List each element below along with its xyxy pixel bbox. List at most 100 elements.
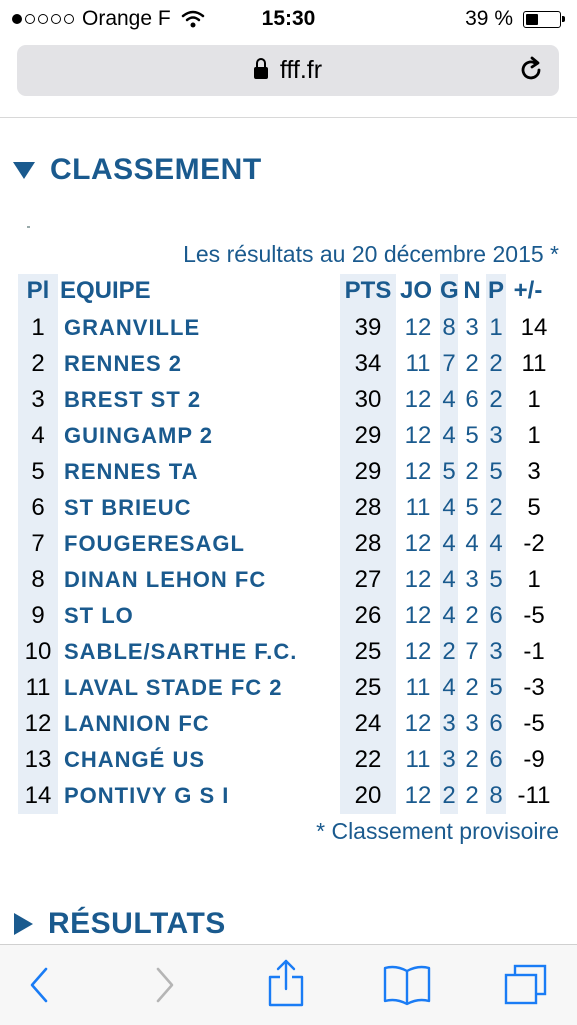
cell-team[interactable]: ST BRIEUC [64, 495, 192, 520]
header-n: N [463, 277, 481, 304]
battery-icon [523, 10, 565, 28]
cell-pts: 24 [354, 710, 382, 737]
cell-jo: 12 [404, 386, 432, 413]
table-header: Pl EQUIPE PTS JO G N P +/- [0, 272, 577, 308]
provisional-footnote: * Classement provisoire [316, 818, 559, 844]
cell-diff: -1 [523, 638, 545, 665]
cell-n: 2 [465, 458, 479, 485]
cell-jo: 11 [405, 746, 431, 773]
cell-g: 2 [442, 782, 456, 809]
cell-pl: 6 [31, 494, 45, 521]
cell-g: 5 [442, 458, 456, 485]
cell-p: 2 [489, 350, 503, 377]
cell-n: 7 [465, 638, 479, 665]
cell-g: 4 [442, 602, 456, 629]
cell-n: 3 [465, 566, 479, 593]
cell-n: 2 [465, 602, 479, 629]
cell-pts: 22 [354, 746, 382, 773]
lock-icon [253, 58, 268, 79]
cell-n: 2 [465, 782, 479, 809]
cell-team[interactable]: BREST ST 2 [64, 387, 202, 412]
cell-n: 3 [465, 710, 479, 737]
clock: 15:30 [261, 7, 316, 30]
cell-team[interactable]: RENNES TA [64, 459, 199, 484]
cell-jo: 11 [405, 350, 431, 377]
cell-pl: 9 [31, 602, 45, 629]
address-bar[interactable]: fff.fr [17, 45, 559, 96]
cell-team[interactable]: CHANGÉ US [64, 747, 206, 772]
cell-team[interactable]: GRANVILLE [64, 315, 201, 340]
status-left: Orange F [12, 7, 205, 31]
cell-team[interactable]: DINAN LEHON FC [64, 567, 267, 592]
cell-n: 2 [465, 746, 479, 773]
resultats-section-header[interactable]: RÉSULTATS [12, 907, 226, 941]
table-row: 2 RENNES 2 34 11 7 2 2 11 [0, 346, 577, 382]
table-row: 14 PONTIVY G S I 20 12 2 2 8 -11 [0, 778, 577, 814]
header-g: G [440, 277, 459, 304]
table-row: 8 DINAN LEHON FC 27 12 4 3 5 1 [0, 562, 577, 598]
cell-pts: 34 [354, 350, 382, 377]
cell-pts: 29 [354, 422, 382, 449]
cell-team[interactable]: SABLE/SARTHE F.C. [64, 639, 298, 664]
cell-team[interactable]: LANNION FC [64, 711, 210, 736]
table-row: 7 FOUGERESAGL 28 12 4 4 4 -2 [0, 526, 577, 562]
cell-pl: 5 [31, 458, 45, 485]
table-row: 5 RENNES TA 29 12 5 2 5 3 [0, 454, 577, 490]
table-row: 6 ST BRIEUC 28 11 4 5 2 5 [0, 490, 577, 526]
g-column-shade [440, 274, 458, 814]
table-row: 9 ST LO 26 12 4 2 6 -5 [0, 598, 577, 634]
share-icon[interactable] [266, 957, 306, 1009]
battery-percent: 39 % [465, 7, 513, 30]
reload-icon[interactable] [517, 56, 545, 84]
cell-p: 3 [489, 638, 503, 665]
forward-icon[interactable] [148, 963, 178, 1007]
resultats-title: RÉSULTATS [48, 907, 226, 940]
pts-column-shade [340, 274, 396, 814]
cell-pl: 11 [25, 674, 51, 701]
cell-g: 2 [442, 638, 456, 665]
cell-diff: -2 [523, 530, 545, 557]
cell-jo: 11 [405, 494, 431, 521]
bookmarks-icon[interactable] [382, 963, 432, 1007]
header-p: P [487, 277, 504, 304]
cell-pts: 28 [354, 530, 382, 557]
cell-pts: 39 [354, 314, 382, 341]
cell-diff: -11 [517, 782, 551, 809]
cell-g: 4 [442, 530, 456, 557]
cell-n: 2 [465, 350, 479, 377]
cell-diff: 14 [520, 314, 548, 341]
back-icon[interactable] [26, 963, 56, 1007]
cell-jo: 12 [404, 458, 432, 485]
cell-team[interactable]: GUINGAMP 2 [64, 423, 213, 448]
cell-team[interactable]: RENNES 2 [64, 351, 183, 376]
table-row: 3 BREST ST 2 30 12 4 6 2 1 [0, 382, 577, 418]
cell-diff: -3 [523, 674, 545, 701]
cell-n: 6 [465, 386, 479, 413]
results-date: Les résultats au 20 décembre 2015 * [183, 241, 559, 267]
cell-p: 6 [489, 710, 503, 737]
cell-jo: 12 [404, 782, 432, 809]
cell-pl: 14 [24, 782, 52, 809]
cell-diff: -9 [523, 746, 545, 773]
cell-g: 4 [442, 386, 456, 413]
cell-team[interactable]: FOUGERESAGL [64, 531, 245, 556]
cell-g: 4 [442, 422, 456, 449]
table-row: 12 LANNION FC 24 12 3 3 6 -5 [0, 706, 577, 742]
classement-section-header[interactable]: CLASSEMENT [12, 153, 262, 187]
separator-mark [27, 226, 30, 228]
cell-p: 2 [489, 386, 503, 413]
cell-team[interactable]: LAVAL STADE FC 2 [64, 675, 283, 700]
cell-team[interactable]: ST LO [64, 603, 134, 628]
cell-p: 1 [489, 314, 503, 341]
cell-p: 6 [489, 746, 503, 773]
header-divider [0, 117, 577, 118]
table-row: 13 CHANGÉ US 22 11 3 2 6 -9 [0, 742, 577, 778]
cell-pl: 3 [31, 386, 45, 413]
cell-team[interactable]: PONTIVY G S I [64, 783, 230, 808]
tabs-icon[interactable] [503, 963, 549, 1007]
cell-pts: 30 [354, 386, 382, 413]
p-column-shade [486, 274, 506, 814]
cell-jo: 12 [404, 638, 432, 665]
url-display[interactable]: fff.fr [17, 56, 559, 85]
cell-jo: 12 [404, 530, 432, 557]
